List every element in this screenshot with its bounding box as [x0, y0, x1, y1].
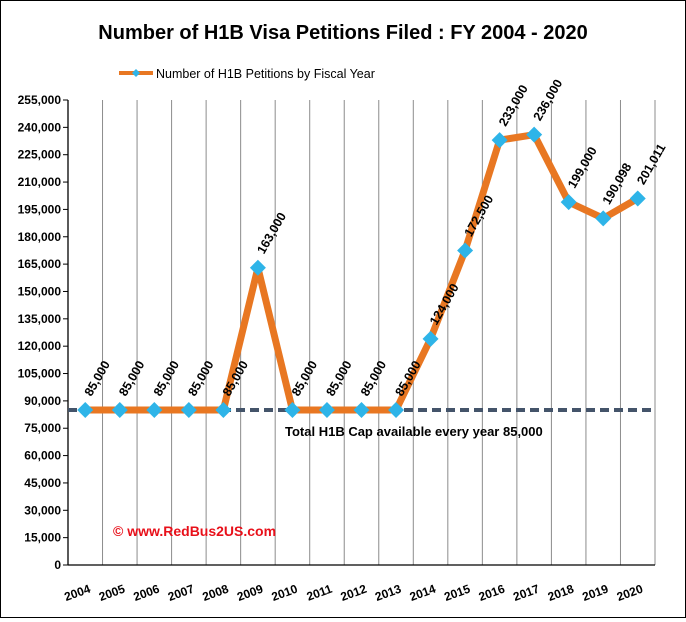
data-label: 233,000 [496, 82, 531, 128]
data-label: 85,000 [185, 358, 216, 398]
y-tick-label: 30,000 [24, 503, 61, 517]
y-tick-label: 195,000 [18, 202, 62, 216]
data-point-marker [595, 210, 612, 227]
x-tick-label: 2005 [97, 582, 127, 604]
data-labels-layer: 85,000 85,000 85,000 85,000 85,000163,00085,… [82, 77, 669, 399]
series-layer [77, 126, 646, 418]
grid-layer [102, 100, 656, 565]
data-label: 236,000 [531, 77, 566, 123]
y-tick-label: 150,000 [18, 284, 62, 298]
data-label: 85,000 [358, 358, 389, 398]
data-label: 85,000 [220, 358, 251, 398]
y-tick-label: 225,000 [18, 148, 62, 162]
data-point-marker [353, 402, 370, 418]
data-label: 85,000 [323, 358, 354, 398]
x-tick-label: 2018 [546, 582, 576, 604]
y-tick-label: 0 [54, 558, 61, 572]
data-label: 85,000 [116, 358, 147, 398]
data-point-marker [215, 402, 232, 418]
data-point-marker [111, 402, 128, 418]
legend: Number of H1B Petitions by Fiscal Year [119, 67, 375, 81]
data-point-marker [491, 132, 508, 149]
y-tick-label: 15,000 [24, 531, 61, 545]
data-point-marker [526, 126, 543, 143]
reference-line-layer: Total H1B Cap available every year 85,00… [68, 408, 655, 439]
data-point-marker [422, 330, 439, 347]
x-tick-label: 2020 [615, 582, 645, 604]
data-point-marker [318, 402, 335, 418]
x-tick-label: 2013 [373, 582, 403, 604]
data-label: 124,000 [427, 281, 462, 327]
data-label: 85,000 [151, 358, 182, 398]
data-point-marker [146, 402, 163, 418]
data-point-marker [249, 259, 266, 276]
y-tick-label: 240,000 [18, 120, 62, 134]
x-tick-label: 2006 [131, 582, 161, 604]
data-label: 199,000 [565, 144, 600, 190]
legend-marker-swatch [132, 69, 140, 77]
cap-reference-label: Total H1B Cap available every year 85,00… [285, 424, 543, 439]
data-label: 163,000 [254, 210, 289, 256]
data-label: 85,000 [82, 358, 113, 398]
chart-title: Number of H1B Visa Petitions Filed : FY … [98, 22, 587, 44]
x-tick-label: 2016 [477, 582, 507, 604]
x-tick-label: 2011 [305, 582, 335, 604]
data-point-marker [77, 402, 94, 418]
data-point-marker [284, 402, 301, 418]
y-tick-label: 105,000 [18, 367, 62, 381]
data-label: 201,011 [634, 141, 668, 187]
x-tick-label: 2014 [408, 582, 438, 604]
y-tick-label: 75,000 [24, 421, 61, 435]
y-tick-label: 210,000 [18, 175, 62, 189]
x-tick-label: 2004 [62, 582, 92, 604]
x-tick-label: 2008 [201, 582, 231, 604]
y-tick-label: 165,000 [18, 257, 62, 271]
x-tick-label: 2019 [580, 582, 610, 604]
watermark: © www.RedBus2US.com [113, 523, 276, 539]
data-label: 85,000 [289, 358, 320, 398]
data-point-marker [560, 194, 577, 211]
data-point-marker [180, 402, 197, 418]
y-tick-label: 45,000 [24, 476, 61, 490]
y-tick-label: 60,000 [24, 449, 61, 463]
x-tick-label: 2012 [339, 582, 369, 604]
data-point-marker [388, 402, 405, 418]
y-tick-label: 120,000 [18, 339, 62, 353]
legend-label: Number of H1B Petitions by Fiscal Year [156, 67, 375, 81]
x-tick-label: 2010 [270, 582, 300, 604]
y-tick-label: 90,000 [24, 394, 61, 408]
y-tick-label: 180,000 [18, 230, 62, 244]
data-point-marker [457, 242, 474, 259]
x-tick-label: 2007 [166, 582, 196, 604]
x-tick-label: 2017 [511, 582, 541, 604]
x-tick-label: 2009 [235, 582, 265, 604]
data-point-marker [629, 190, 646, 207]
x-tick-label: 2015 [442, 582, 472, 604]
y-tick-label: 255,000 [18, 93, 62, 107]
y-tick-label: 135,000 [18, 312, 62, 326]
